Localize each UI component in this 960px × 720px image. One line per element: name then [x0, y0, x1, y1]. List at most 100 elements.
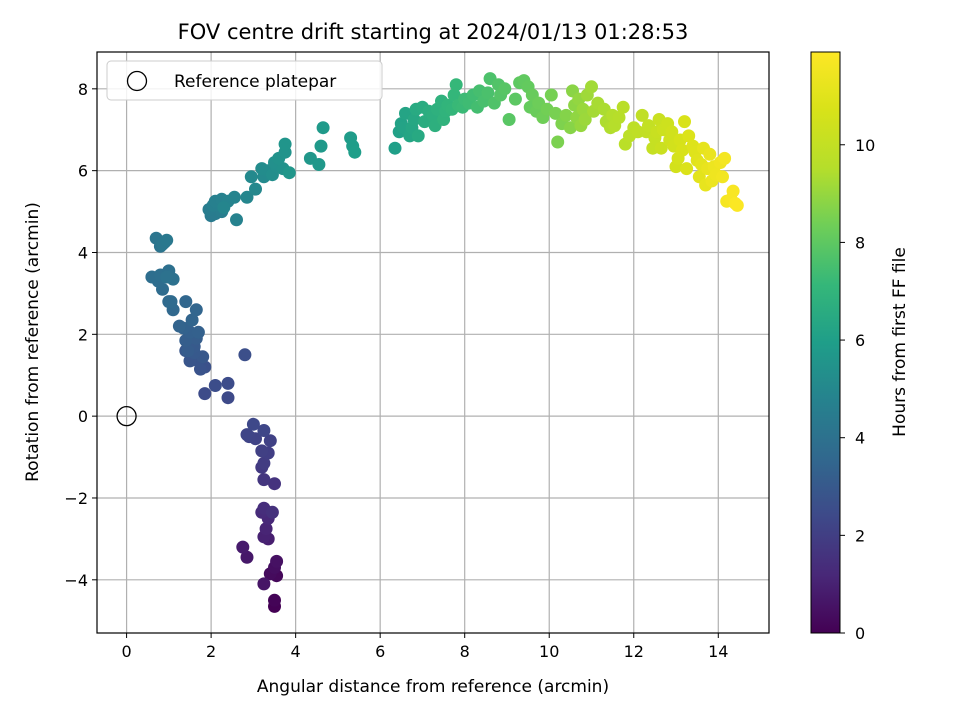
colorbar-tick-label: 0 — [855, 624, 865, 643]
data-point — [208, 379, 222, 392]
data-point — [388, 141, 402, 155]
data-point — [680, 162, 694, 176]
x-axis-label: Angular distance from reference (arcmin) — [257, 677, 609, 697]
reference-platepar-point — [116, 405, 137, 427]
data-point — [257, 473, 271, 487]
data-point — [236, 540, 250, 554]
data-point — [160, 270, 174, 284]
x-tick-label: 14 — [708, 642, 728, 661]
data-point — [255, 162, 269, 176]
legend-label-reference-platepar: Reference platepar — [174, 72, 336, 92]
colorbar-tick-label: 6 — [855, 331, 865, 350]
data-point — [259, 522, 273, 536]
data-point — [578, 113, 592, 126]
data-point — [616, 100, 630, 114]
data-point — [217, 201, 231, 214]
data-point — [635, 108, 649, 122]
data-point — [172, 319, 186, 333]
data-point — [240, 550, 254, 564]
data-point — [268, 477, 281, 491]
legend: Reference platepar — [106, 60, 383, 101]
x-tick-label: 4 — [291, 642, 301, 661]
data-point — [726, 184, 740, 198]
data-point — [678, 115, 691, 129]
data-point — [268, 593, 281, 607]
data-point — [549, 106, 563, 120]
data-point — [244, 170, 258, 184]
data-point — [191, 325, 205, 339]
data-point — [730, 198, 744, 212]
colorbar: 0 2 4 6 8 10 Hours from first FF file — [810, 51, 910, 643]
data-point — [411, 129, 425, 143]
data-point — [312, 158, 326, 171]
data-point — [185, 313, 199, 327]
colorbar-tick-label: 4 — [855, 429, 865, 448]
colorbar-gradient — [810, 51, 841, 634]
y-tick-label: −2 — [64, 489, 88, 508]
data-point — [240, 428, 254, 442]
y-tick-label: −4 — [64, 571, 88, 590]
data-point — [682, 129, 696, 143]
legend-marker-reference-platepar — [126, 70, 148, 92]
data-point — [240, 190, 254, 204]
y-tick-label: 4 — [78, 243, 88, 262]
data-point — [265, 505, 279, 519]
data-point — [246, 417, 260, 431]
data-point — [255, 444, 269, 458]
colorbar-tick-label: 8 — [855, 233, 865, 252]
data-points — [116, 72, 744, 613]
y-tick-label: 2 — [78, 325, 88, 344]
data-point — [407, 113, 421, 126]
data-point — [675, 143, 689, 157]
data-point — [481, 86, 495, 100]
legend-box — [106, 60, 383, 101]
data-point — [654, 141, 668, 155]
data-point — [498, 82, 512, 96]
data-point — [716, 170, 729, 184]
x-tick-label: 0 — [121, 642, 131, 661]
data-point — [179, 295, 193, 309]
colorbar-label: Hours from first FF file — [890, 247, 910, 437]
data-point — [348, 145, 362, 159]
data-point — [181, 344, 195, 358]
data-point — [164, 295, 178, 309]
data-point — [282, 166, 296, 180]
data-point — [230, 213, 243, 227]
data-point — [198, 387, 212, 401]
data-point — [612, 111, 626, 124]
data-point — [221, 376, 235, 390]
data-point — [551, 135, 565, 149]
data-point — [257, 424, 271, 437]
y-tick-label: 6 — [78, 162, 88, 181]
x-tick-label: 10 — [539, 642, 559, 661]
data-point — [227, 190, 241, 204]
data-point — [563, 121, 577, 135]
data-point — [447, 88, 461, 102]
data-point — [718, 151, 732, 165]
data-point — [160, 233, 174, 247]
data-point — [221, 391, 235, 405]
data-point — [270, 554, 284, 568]
data-point — [559, 108, 573, 122]
data-point — [278, 137, 292, 151]
data-point — [257, 577, 271, 591]
data-point — [544, 88, 558, 102]
data-point — [502, 113, 516, 126]
grid — [97, 52, 769, 633]
data-point — [449, 78, 463, 92]
y-axis: −4 −2 0 2 4 6 8 — [64, 80, 97, 590]
data-point — [576, 102, 590, 116]
colorbar-ticks: 0 2 4 6 8 10 — [840, 136, 875, 643]
data-point — [238, 348, 252, 362]
data-point — [257, 456, 271, 470]
x-tick-label: 12 — [624, 642, 644, 661]
y-tick-label: 0 — [78, 407, 88, 426]
data-point — [585, 80, 598, 94]
data-point — [703, 147, 717, 161]
data-point — [508, 92, 522, 106]
x-tick-label: 8 — [460, 642, 470, 661]
data-point — [316, 121, 330, 135]
data-point — [665, 125, 679, 139]
colorbar-tick-label: 10 — [855, 136, 875, 155]
y-axis-label: Rotation from reference (arcmin) — [23, 202, 43, 482]
